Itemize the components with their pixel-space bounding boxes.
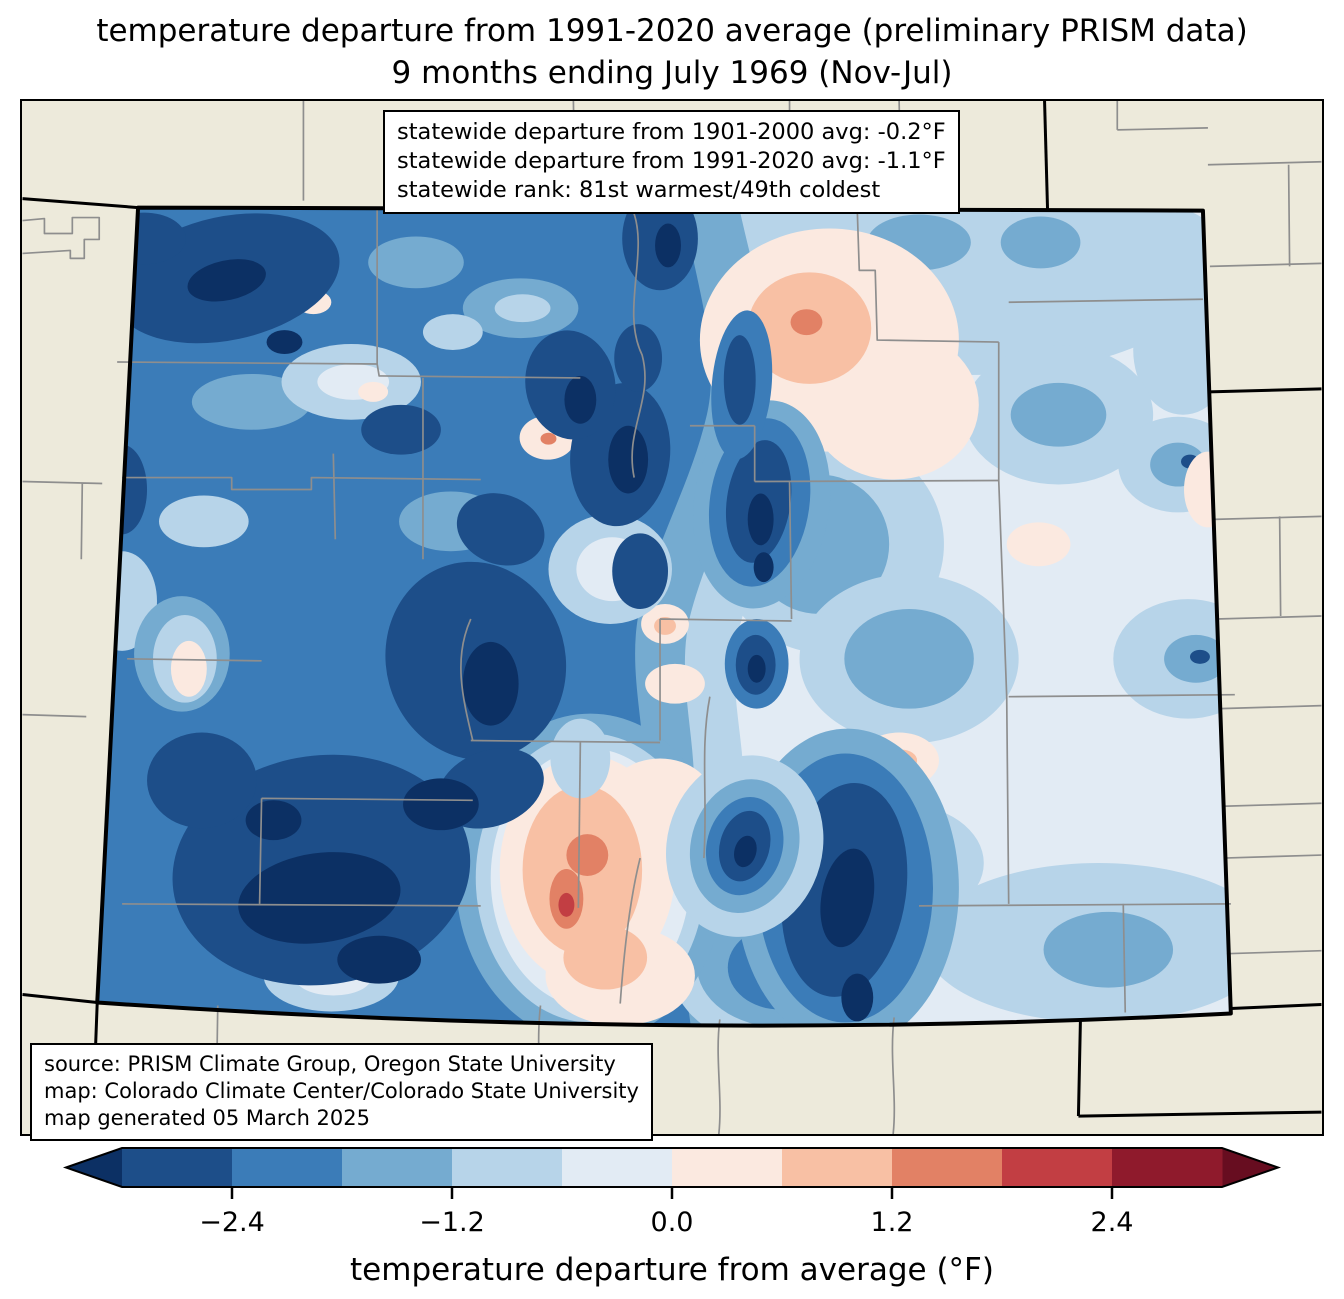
colorbar-segment [672,1148,783,1187]
stats-box: statewide departure from 1901-2000 avg: … [383,110,960,214]
source-box: source: PRISM Climate Group, Oregon Stat… [30,1043,653,1141]
colorbar-tick-label: 0.0 [651,1207,694,1238]
colorbar-segment [232,1148,343,1187]
map-credit-line: map: Colorado Climate Center/Colorado St… [44,1079,639,1103]
colorbar-under-arrow [66,1148,122,1187]
figure-title-line1: temperature departure from 1991-2020 ave… [96,13,1248,49]
colorbar-segment [892,1148,1003,1187]
map-frame [20,99,1324,1136]
colorbar-segment [782,1148,893,1187]
colorbar-outline [62,1147,1282,1188]
colorbar-tick-label: 2.4 [1091,1207,1134,1238]
colorbar-segment [122,1148,233,1187]
figure-title-line2: 9 months ending July 1969 (Nov-Jul) [391,55,953,91]
colorbar-segment [562,1148,673,1187]
temperature-fill-layer [97,207,1231,1026]
colorbar-tick-label: 1.2 [871,1207,914,1238]
source-line: source: PRISM Climate Group, Oregon Stat… [44,1052,616,1076]
colorbar-tick-label: −1.2 [419,1207,485,1238]
colorbar-tick-label: −2.4 [199,1207,265,1238]
colorbar-segment [342,1148,453,1187]
figure-title: temperature departure from 1991-2020 ave… [0,10,1344,94]
colorbar-over-arrow [1222,1148,1278,1187]
generated-date-line: map generated 05 March 2025 [44,1106,371,1130]
colorbar-segment [1002,1148,1113,1187]
colorado-state-border [95,205,1233,1028]
stats-line-1901-2000: statewide departure from 1901-2000 avg: … [397,119,946,145]
colorbar-body: −2.4 −1.2 0.0 1.2 2.4 [62,1147,1282,1238]
colorbar-axis-label: temperature departure from average (°F) [350,1252,994,1288]
colorado-map-svg [22,101,1322,1134]
colorado-county-lines-layer [117,208,1235,1013]
colorbar-segment [452,1148,563,1187]
colorbar-segment [1112,1148,1223,1187]
stats-line-rank: statewide rank: 81st warmest/49th coldes… [397,177,881,203]
stats-line-1991-2020: statewide departure from 1991-2020 avg: … [397,148,946,174]
colorbar: −2.4 −1.2 0.0 1.2 2.4 temperature departure … [62,1147,1282,1288]
